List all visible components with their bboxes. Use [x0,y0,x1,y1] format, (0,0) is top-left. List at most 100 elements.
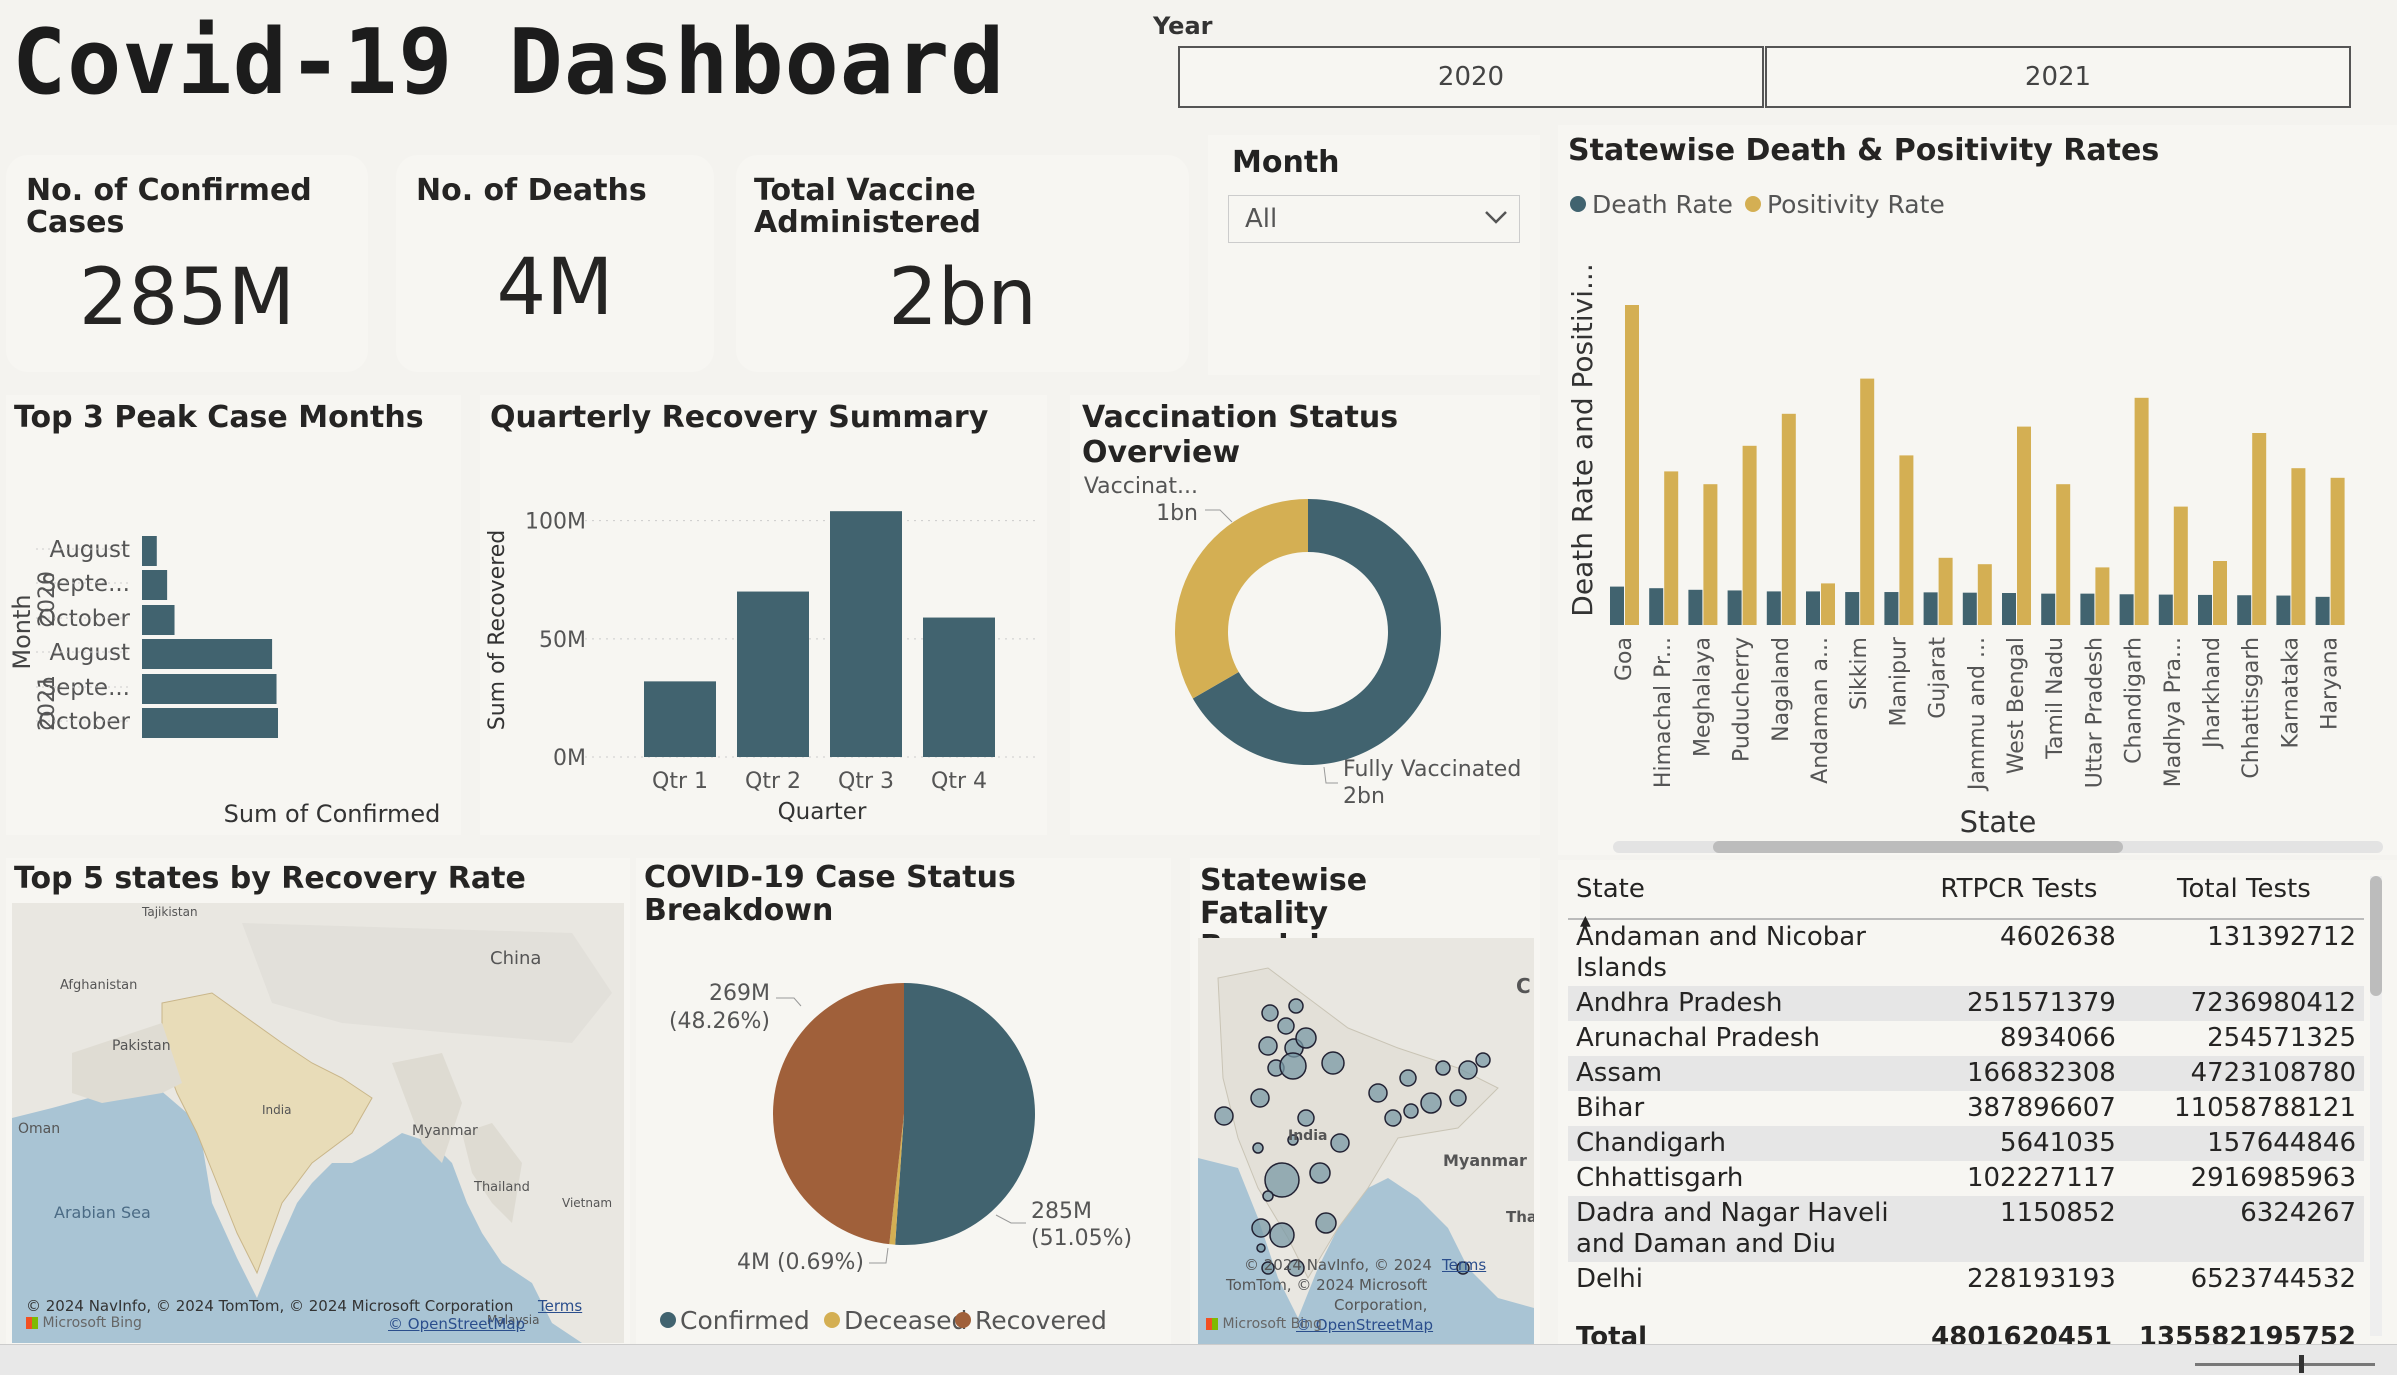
table-row[interactable]: Andaman and Nicobar Islands 4602638 131392… [1568,919,2364,986]
death-rate-bar [1923,592,1938,625]
death-rate-bar [2119,594,2134,625]
fatality-bubble [1287,1134,1299,1146]
quarter-bar [644,681,716,757]
positivity-rate-bar [2095,567,2110,625]
peak-month-label: Septe... [42,571,130,597]
positivity-rate-bar [1938,557,1953,625]
fatality-map-copyright1: © 2024 NavInfo, © 2024 [1244,1256,1432,1274]
table-row[interactable]: Andhra Pradesh 251571379 7236980412 [1568,986,2364,1021]
legend-death-dot [1570,196,1586,212]
death-rate-bar [1766,591,1781,625]
map-terms-link[interactable]: Terms [538,1297,583,1315]
state-tick: West Bengal [2004,637,2029,774]
recovered-pct: (48.26%) [669,1009,770,1034]
state-tick: Chhattisgarh [2239,637,2264,779]
fatality-bubble [1261,1261,1275,1275]
case-legend-label: Recovered [975,1306,1107,1335]
death-rate-bar [1884,592,1899,625]
positivity-rate-bar [1664,471,1679,625]
quarter-bar [923,617,995,757]
microsoft-logo-icon [1206,1318,1218,1330]
horizontal-scrollbar[interactable] [1613,841,2383,853]
death-rate-bar [1962,592,1977,625]
kpi-vaccine-title: Total Vaccine Administered [754,173,982,240]
cell-total-tests: 254571325 [2207,1023,2356,1053]
fatality-map[interactable]: C India Myanmar Tha © 2024 NavInfo, © 20… [1198,938,1534,1344]
fatality-bubble [1321,1051,1345,1075]
q-ytick: 50M [539,628,586,653]
table-row[interactable]: Arunachal Pradesh 8934066 254571325 [1568,1021,2364,1056]
death-positivity-panel: Statewise Death & Positivity Rates Death… [1558,125,2397,855]
confirmed-label: 285M [1031,1199,1092,1224]
positivity-rate-bar [1742,445,1757,625]
table-row[interactable]: Bihar 387896607 11058788121 [1568,1091,2364,1126]
column-header-rtpcr[interactable]: RTPCR Tests [1940,874,2098,904]
fatality-bubble [1309,1162,1331,1184]
fatality-bubble [1287,1259,1305,1277]
fatality-bubble [1403,1103,1419,1119]
map-label-afghanistan: Afghanistan [60,978,138,993]
peak-month-bar [142,536,157,566]
case-status-panel: COVID-19 Case Status Breakdown 269M (48.2… [636,858,1171,1344]
fatality-bubble [1262,1190,1274,1202]
cell-state: Delhi [1576,1264,1643,1294]
fatality-map-osm[interactable]: © OpenStreetMap [1296,1316,1434,1334]
total-tests: 135582195752 [2138,1322,2356,1344]
quarterly-panel: Quarterly Recovery Summary 0M 50M 100M Qtr … [480,395,1047,835]
map-label-thailand: Thailand [474,1180,530,1195]
cell-state: Bihar [1576,1093,1645,1123]
state-tick: Puducherry [1730,637,1755,762]
fatality-map-label-c: C [1516,974,1531,998]
fatality-bubble [1214,1106,1234,1126]
cell-state: Andhra Pradesh [1568,986,1914,1021]
state-tick: Jharkhand [2200,637,2225,750]
quarter-bar [737,591,809,757]
state-tick: Madhya Pra... [2161,637,2186,787]
zoom-slider[interactable] [2195,1355,2375,1373]
state-tick: Uttar Pradesh [2082,637,2107,788]
table-row[interactable]: Delhi 228193193 6523744532 [1568,1262,2364,1297]
column-header-state[interactable]: State ▲ [1568,872,1914,929]
table-scrollbar-thumb[interactable] [2370,876,2382,996]
scrollbar-thumb[interactable] [1713,841,2123,853]
death-rate-bar [2237,595,2252,625]
table-scrollbar[interactable] [2370,876,2382,1336]
fatality-map-terms[interactable]: Terms [1442,1256,1487,1274]
year-2021-button[interactable]: 2021 [1765,46,2351,108]
table-row[interactable]: Chandigarh 5641035 157644846 [1568,1126,2364,1161]
death-positivity-chart: Death Rate Positivity Rate Death Rate and … [1566,190,2345,839]
positivity-rate-bar [2291,468,2306,625]
peak-month-label: October [38,606,131,632]
peak-month-bar [142,674,277,704]
cell-total-tests: 11058788121 [2174,1093,2356,1123]
table-row[interactable]: Chhattisgarh 102227117 2916985963 [1568,1161,2364,1196]
state-tick: Andaman a... [1808,637,1833,784]
zoom-slider-thumb[interactable] [2299,1355,2304,1373]
table-row[interactable]: Dadra and Nagar Haveli and Daman and Diu… [1568,1196,2364,1262]
map-label-pakistan: Pakistan [112,1038,171,1054]
case-legend-label: Confirmed [680,1306,810,1335]
year-2020-button[interactable]: 2020 [1178,46,1764,108]
case-status-chart: 269M (48.26%) 285M(51.05%) 4M (0.69%) Confir… [660,981,1132,1335]
map-osm-link[interactable]: © OpenStreetMap [388,1315,526,1333]
death-rate-bar [2158,594,2173,625]
recovery-map[interactable]: Tajikistan Afghanistan Pakistan China In… [12,903,624,1343]
positivity-rate-bar [1625,305,1639,625]
month-dropdown[interactable]: All [1228,195,1520,243]
state-tick: Manipur [1886,636,1911,726]
state-tick: Goa [1612,637,1637,681]
cell-state: Chandigarh [1568,1126,1914,1161]
cell-rtpcr: 1150852 [1914,1196,2124,1262]
state-table: State ▲ RTPCR Tests Total Tests Andaman a… [1568,872,2364,1297]
table-row[interactable]: Assam 166832308 4723108780 [1568,1056,2364,1091]
legend-positivity-label: Positivity Rate [1767,190,1945,219]
column-header-total-tests[interactable]: Total Tests [2177,874,2311,904]
fatality-bubble [1251,1218,1271,1238]
cell-rtpcr: 228193193 [1966,1264,2116,1294]
peak-xlabel: Sum of Confirmed [224,800,441,828]
kpi-deaths-card: No. of Deaths 4M [396,155,714,372]
map-label-india: India [262,1103,292,1117]
map-label-china: China [490,948,542,969]
fatality-bubble [1368,1083,1388,1103]
positivity-rate-bar [1860,378,1875,625]
